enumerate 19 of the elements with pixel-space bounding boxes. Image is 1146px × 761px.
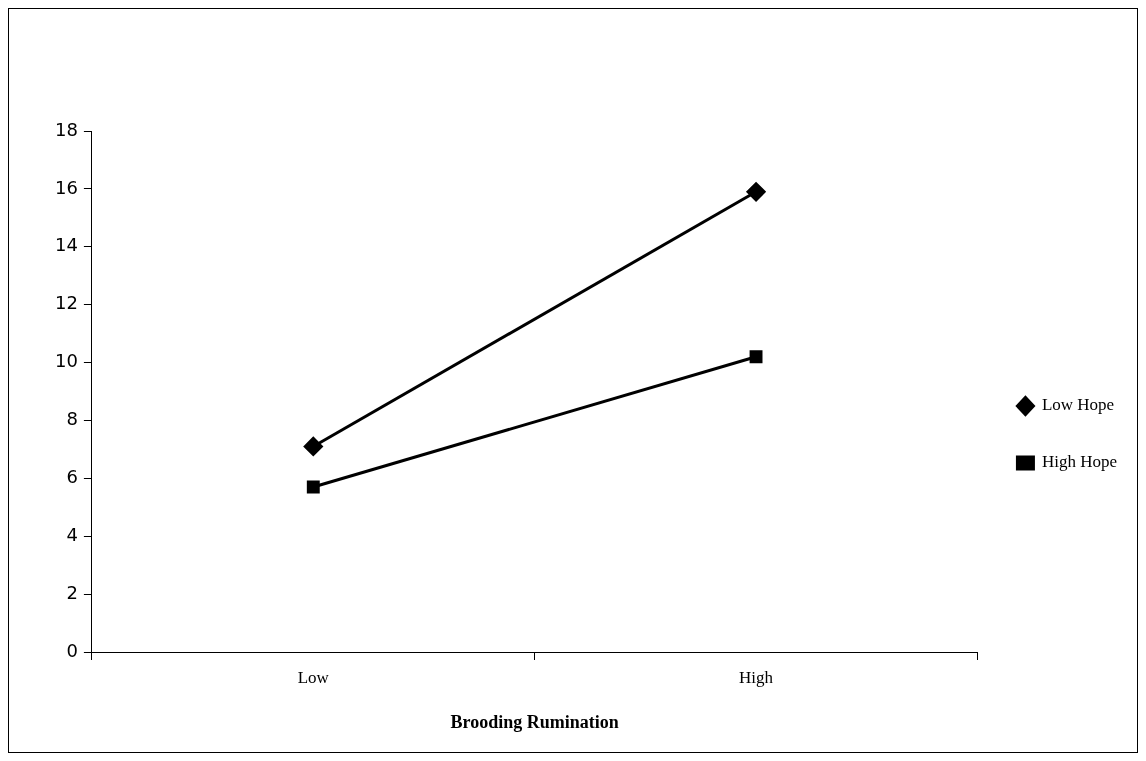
y-tick-label: 8 bbox=[66, 408, 78, 430]
y-tick-label: 0 bbox=[66, 639, 78, 661]
y-tick-label: 4 bbox=[66, 523, 78, 545]
y-tick-label: 12 bbox=[55, 292, 78, 314]
point bbox=[303, 436, 323, 456]
point bbox=[746, 182, 766, 202]
y-tick-label: 14 bbox=[55, 234, 78, 256]
y-tick-label: 2 bbox=[66, 581, 78, 603]
y-tick-label: 18 bbox=[55, 118, 78, 140]
x-tick-label: High bbox=[739, 667, 774, 687]
legend-label: Low Hope bbox=[1041, 395, 1115, 415]
x-axis-title: Brooding Rumination bbox=[450, 711, 619, 732]
y-tick-label: 10 bbox=[55, 350, 78, 372]
x-tick-label: Low bbox=[297, 667, 330, 687]
point bbox=[306, 480, 320, 494]
y-tick-label: 6 bbox=[66, 466, 78, 488]
legend-label: High Hope bbox=[1041, 452, 1118, 472]
y-tick-label: 16 bbox=[55, 176, 78, 198]
point bbox=[749, 350, 763, 364]
